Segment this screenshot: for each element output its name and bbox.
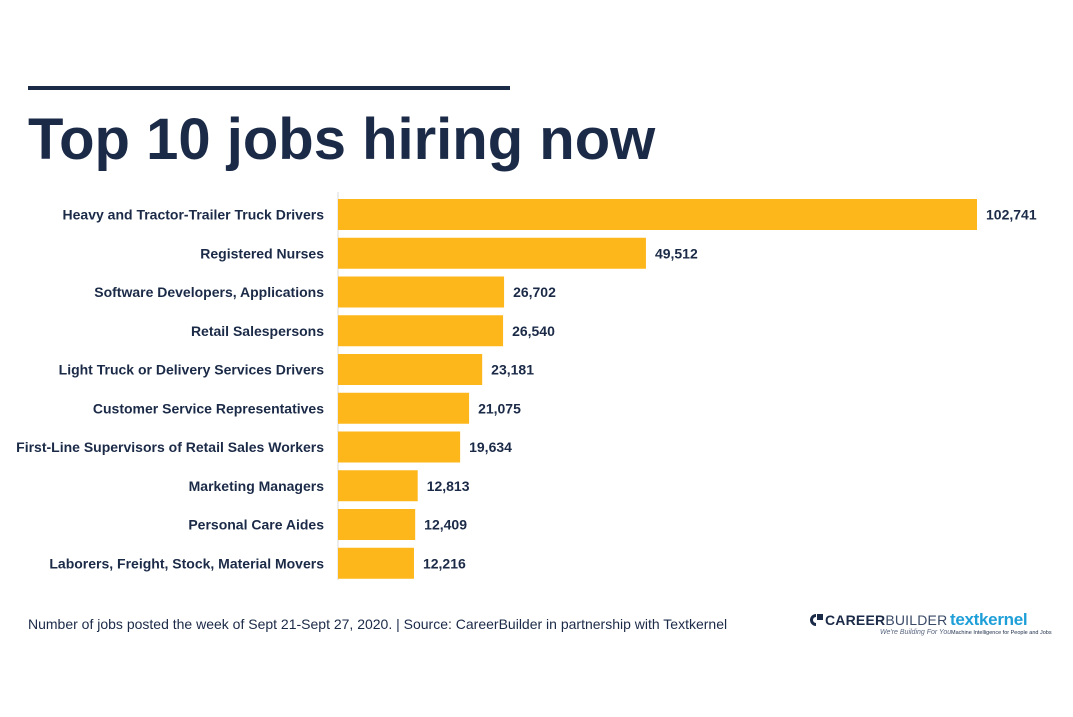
value-label: 19,634	[469, 439, 512, 455]
careerbuilder-icon	[810, 614, 823, 626]
value-label: 12,813	[427, 478, 470, 494]
bar	[338, 237, 646, 269]
value-label: 49,512	[655, 245, 698, 261]
textkernel-logo: textkernel Machine Intelligence for Peop…	[950, 610, 1052, 638]
category-label: Retail Salespersons	[191, 323, 324, 339]
bar	[338, 547, 414, 579]
value-label: 26,702	[513, 284, 556, 300]
bar	[338, 509, 416, 540]
category-label: First-Line Supervisors of Retail Sales W…	[16, 439, 324, 455]
category-label: Personal Care Aides	[188, 517, 324, 533]
bar	[338, 392, 470, 424]
bar	[338, 276, 505, 308]
careerbuilder-name: CAREERBUILDER	[825, 612, 948, 628]
bar	[338, 470, 418, 502]
category-label: Light Truck or Delivery Services Drivers	[59, 362, 325, 378]
source-note: Number of jobs posted the week of Sept 2…	[28, 616, 728, 632]
value-label: 23,181	[491, 362, 534, 378]
category-label: Heavy and Tractor-Trailer Truck Drivers	[63, 207, 325, 223]
textkernel-name: textkernel	[950, 610, 1028, 629]
value-label: 102,741	[986, 207, 1037, 223]
careerbuilder-logo: CAREERBUILDER We're Building For You	[808, 612, 951, 638]
category-label: Registered Nurses	[200, 245, 324, 261]
category-label: Customer Service Representatives	[93, 400, 324, 416]
textkernel-tagline: Machine Intelligence for People and Jobs	[951, 630, 1052, 636]
category-label: Marketing Managers	[189, 478, 325, 494]
bar	[338, 199, 977, 230]
value-label: 12,409	[424, 517, 467, 533]
title-rule	[28, 86, 510, 90]
value-label: 21,075	[478, 400, 521, 416]
careerbuilder-tagline: We're Building For You	[880, 629, 952, 636]
bar	[338, 354, 483, 385]
page-title: Top 10 jobs hiring now	[28, 107, 656, 172]
bar	[338, 431, 461, 463]
value-label: 26,540	[512, 323, 555, 339]
bar	[338, 315, 504, 347]
category-label: Laborers, Freight, Stock, Material Mover…	[49, 555, 324, 571]
category-label: Software Developers, Applications	[94, 284, 324, 300]
value-label: 12,216	[423, 555, 466, 571]
